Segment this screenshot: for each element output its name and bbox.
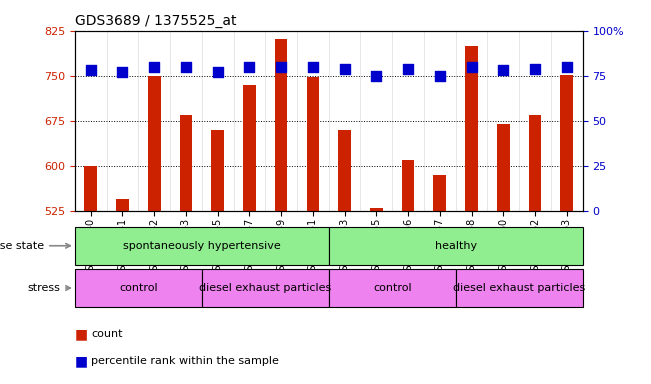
Bar — [561, 74, 573, 211]
Bar — [339, 130, 351, 211]
Text: control: control — [373, 283, 411, 293]
Text: ■: ■ — [75, 354, 92, 368]
Bar — [202, 269, 329, 307]
Point — [435, 73, 445, 79]
Bar — [275, 38, 288, 211]
Bar — [85, 166, 97, 211]
Point — [85, 67, 96, 73]
Point — [117, 69, 128, 75]
Bar — [116, 199, 129, 211]
Point — [466, 64, 477, 70]
Point — [276, 64, 286, 70]
Text: healthy: healthy — [435, 241, 477, 251]
Bar — [75, 269, 202, 307]
Point — [371, 73, 381, 79]
Text: control: control — [119, 283, 158, 293]
Bar — [329, 227, 583, 265]
Text: stress: stress — [27, 283, 70, 293]
Text: ■: ■ — [75, 327, 92, 341]
Bar — [180, 115, 192, 211]
Point — [181, 64, 191, 70]
Point — [403, 66, 413, 72]
Bar — [307, 77, 319, 211]
Bar — [329, 269, 456, 307]
Point — [308, 64, 318, 70]
Bar — [465, 46, 478, 211]
Text: diesel exhaust particles: diesel exhaust particles — [453, 283, 585, 293]
Bar — [402, 160, 415, 211]
Bar — [434, 175, 446, 211]
Bar — [529, 115, 542, 211]
Text: GDS3689 / 1375525_at: GDS3689 / 1375525_at — [75, 14, 236, 28]
Point — [212, 69, 223, 75]
Bar — [456, 269, 583, 307]
Point — [244, 64, 255, 70]
Bar — [148, 76, 161, 211]
Bar — [75, 227, 329, 265]
Bar — [497, 124, 510, 211]
Text: spontaneously hypertensive: spontaneously hypertensive — [123, 241, 281, 251]
Text: count: count — [91, 329, 122, 339]
Point — [562, 64, 572, 70]
Text: diesel exhaust particles: diesel exhaust particles — [199, 283, 331, 293]
Text: percentile rank within the sample: percentile rank within the sample — [91, 356, 279, 366]
Bar — [370, 208, 383, 211]
Bar — [243, 85, 256, 211]
Point — [498, 67, 508, 73]
Point — [149, 64, 159, 70]
Text: disease state: disease state — [0, 241, 70, 251]
Bar — [212, 130, 224, 211]
Point — [339, 66, 350, 72]
Point — [530, 66, 540, 72]
